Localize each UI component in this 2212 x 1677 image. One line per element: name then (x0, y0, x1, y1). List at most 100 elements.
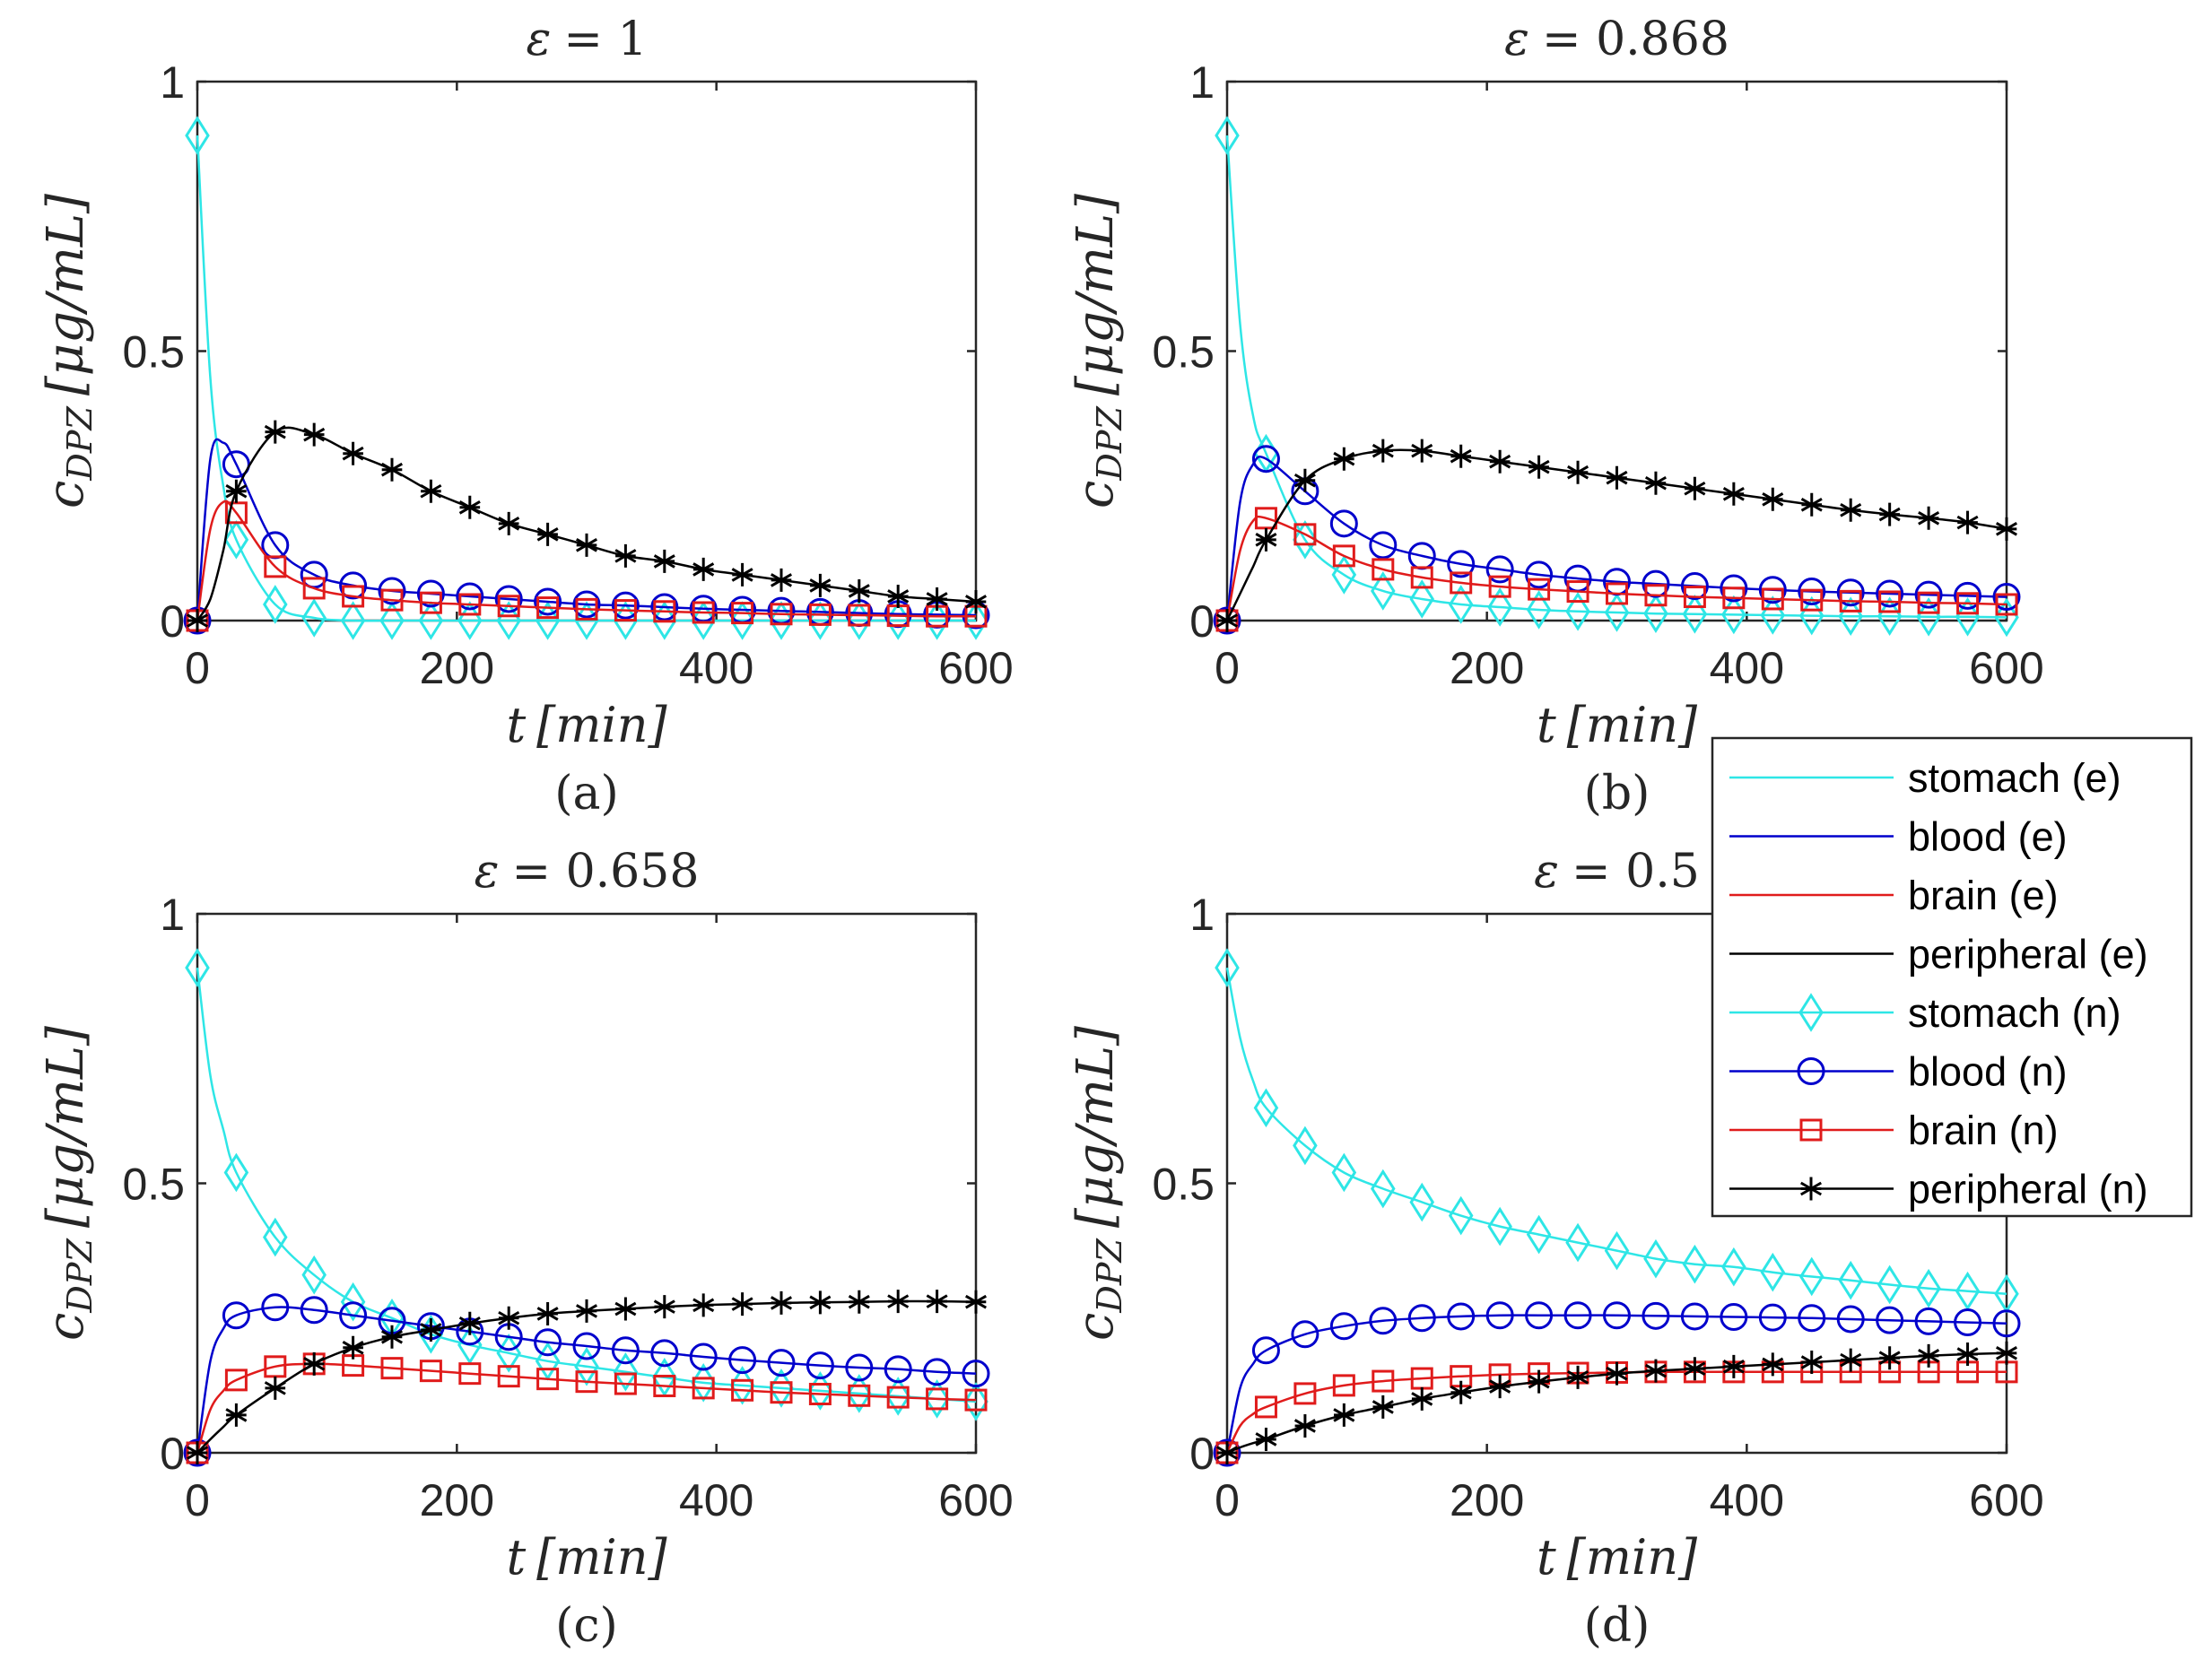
stomach-n-marker (1682, 594, 1708, 634)
legend-label: blood (e) (1908, 814, 2068, 860)
panel-title: ε = 0.868 (1504, 13, 1729, 66)
blood-n-marker (1876, 579, 1904, 608)
blood-n-marker (1407, 1304, 1436, 1333)
peripheral-n-marker (692, 557, 715, 581)
blood-n-marker (1329, 1312, 1358, 1341)
brain-n-marker (848, 1384, 871, 1407)
panel-d: 0 200 400 600 0 0.5 1 ε = 0.5 t [min] (d) cDPZ [μg/mL… (1067, 845, 2044, 1653)
brain-n-marker (1761, 587, 1784, 611)
x-tick-label: 200 (1450, 643, 1524, 693)
blood-n-marker (339, 1301, 368, 1330)
stomach-n-marker (379, 601, 405, 640)
peripheral-n-marker (1215, 609, 1239, 632)
blood-n-marker (534, 1328, 562, 1357)
stomach-e-line (196, 967, 977, 1403)
blood-e-line (196, 1306, 977, 1454)
stomach-n-marker (613, 1352, 639, 1392)
stomach-n-marker (263, 1217, 288, 1257)
blood-n-marker (1720, 1303, 1748, 1332)
legend-box (1711, 736, 2193, 1218)
stomach-n-marker (1682, 1244, 1708, 1284)
stomach-n-marker (340, 1282, 366, 1322)
legend-entry: blood (e) (1729, 814, 2068, 860)
brain-n-marker (1372, 558, 1395, 581)
blood-n-marker (1525, 560, 1554, 589)
peripheral-n-marker (458, 1311, 481, 1335)
peripheral-n-marker (1956, 1342, 1979, 1367)
peripheral-n-marker (1293, 468, 1316, 492)
y-axis-label: cDPZ [μg/mL] (37, 1026, 100, 1341)
brain-n-marker (1956, 592, 1980, 615)
brain-n-marker (380, 1357, 404, 1380)
panel-caption: (b) (1584, 767, 1650, 821)
stomach-n-marker (1916, 1268, 1941, 1308)
brain-n-marker (575, 1370, 598, 1394)
peripheral-n-marker (1995, 1341, 2018, 1365)
brain-n-marker (886, 1386, 910, 1409)
brain-n-marker (731, 1378, 754, 1402)
x-tick-label: 0 (1215, 643, 1240, 693)
brain-n-marker (1800, 588, 1824, 612)
brain-n-marker (497, 595, 520, 618)
blood-n-marker (1642, 1301, 1670, 1330)
brain-n-marker (1644, 584, 1668, 607)
y-tick-label: 1 (160, 57, 185, 108)
brain-n-marker (692, 1377, 715, 1400)
title-value: = 0.5 (1572, 845, 1700, 899)
blood-n-marker (300, 1296, 328, 1325)
stomach-n-marker (1331, 1152, 1357, 1193)
blood-n-marker (767, 1349, 796, 1377)
stomach-n-marker (652, 601, 677, 640)
brain-n-marker (380, 588, 404, 612)
blood-n-marker (1836, 578, 1865, 607)
stomach-n-marker (1371, 571, 1396, 611)
blood-n-marker (339, 571, 368, 600)
blood-n-marker (1758, 1303, 1787, 1332)
brain-n-marker (264, 1355, 287, 1378)
blood-n-marker (1798, 578, 1826, 606)
y-label-sub: DPZ (60, 1238, 100, 1314)
y-axis-label: cDPZ [μg/mL] (1067, 1026, 1129, 1341)
title-value: = 0.868 (1542, 13, 1729, 66)
stomach-n-marker (1955, 596, 1981, 637)
blood-n-marker (1914, 1307, 1943, 1335)
blood-n-marker (1992, 583, 2021, 612)
blood-n-marker (1251, 445, 1280, 474)
blood-n-marker (689, 1342, 718, 1371)
panel-caption: (a) (554, 767, 619, 821)
stomach-n-marker (1293, 1125, 1318, 1166)
stomach-n-marker (1253, 1088, 1279, 1128)
peripheral-n-marker (770, 568, 793, 592)
peripheral-n-marker (1489, 449, 1511, 474)
brain-n-marker (614, 599, 637, 622)
blood-n-marker (1954, 1308, 1982, 1337)
blood-n-marker (1525, 1301, 1554, 1330)
legend: stomach (e) blood (e) brain (e) peripheral … (1711, 736, 2193, 1218)
y-label-unit: [μg/mL] (37, 194, 95, 395)
title-epsilon: ε (475, 845, 500, 899)
panel-caption: (d) (1584, 1599, 1650, 1653)
stomach-n-marker (1604, 1230, 1630, 1271)
blood-n-marker (1992, 1309, 2021, 1338)
stomach-n-marker (1604, 593, 1630, 632)
stomach-n-marker (1565, 591, 1590, 631)
blood-n-marker (572, 590, 601, 619)
brain-n-marker (458, 593, 482, 616)
peripheral-n-marker (1606, 1361, 1628, 1386)
brain-n-marker (808, 603, 832, 626)
peripheral-n-marker (1762, 1352, 1784, 1377)
peripheral-n-marker (1684, 476, 1706, 500)
legend-diamond-icon (1798, 993, 1824, 1032)
stomach-n-marker (1409, 579, 1435, 619)
x-axis-label: t [min] (506, 697, 667, 753)
stomach-n-marker (1643, 594, 1668, 633)
brain-n-marker (1917, 591, 1940, 614)
panel-title: ε = 0.658 (475, 845, 700, 899)
brain-n-marker (926, 1387, 949, 1411)
stomach-n-marker (1409, 1182, 1435, 1222)
x-tick-label: 400 (1710, 643, 1784, 693)
x-tick-label: 200 (420, 1475, 494, 1525)
legend-entry: peripheral (e) (1729, 932, 2148, 978)
x-label-unit: [min] (536, 1529, 667, 1586)
